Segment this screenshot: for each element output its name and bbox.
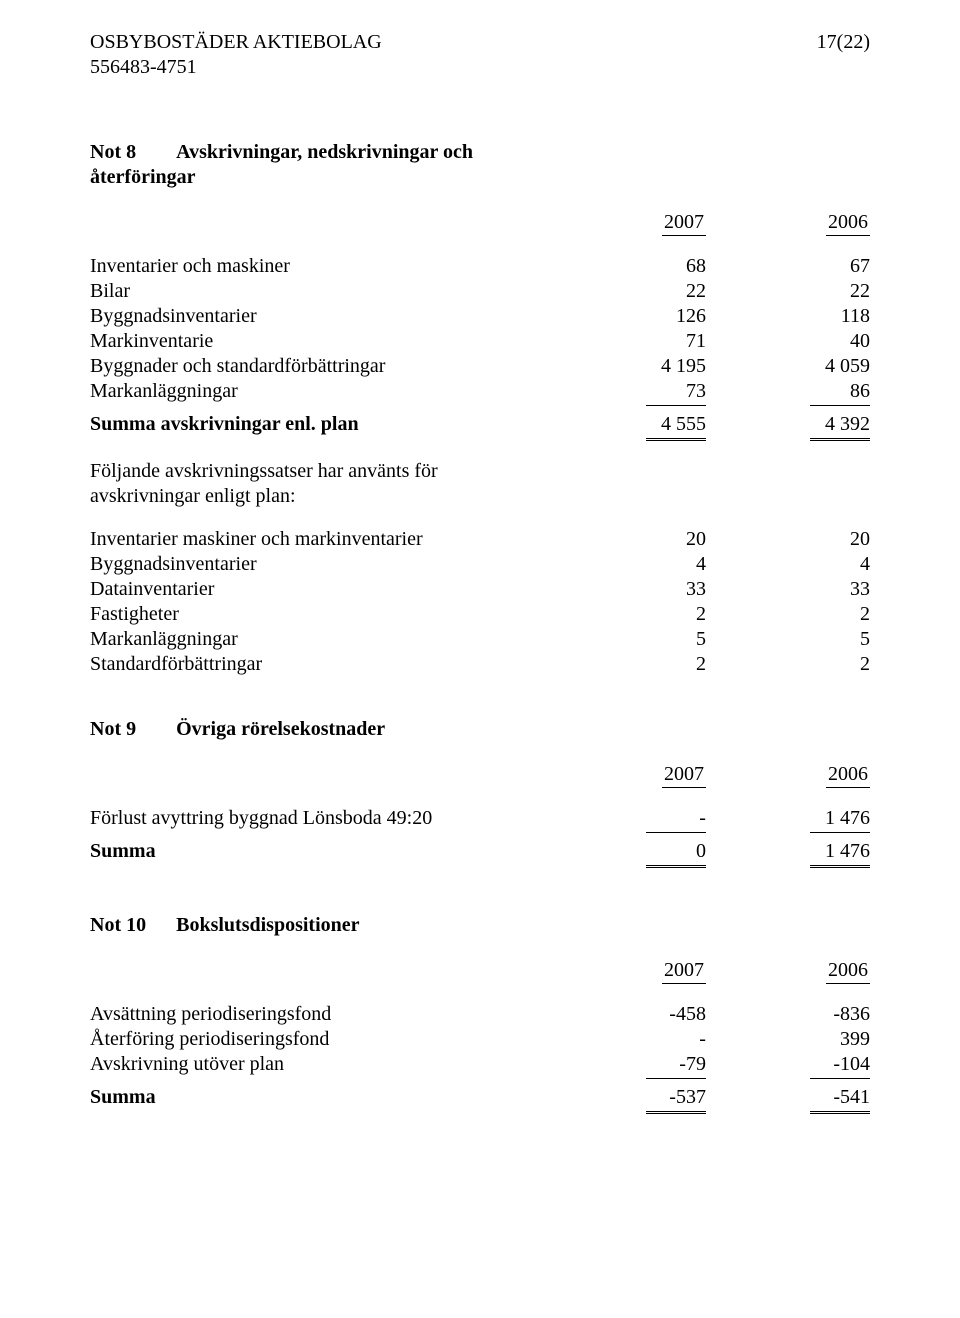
company-block: OSBYBOSTÄDER AKTIEBOLAG 556483-4751: [90, 30, 382, 80]
table-row: Standardförbättringar22: [90, 652, 870, 677]
table-row: Avsättning periodiseringsfond-458-836: [90, 1002, 870, 1027]
note10-title: Bokslutsdispositioner: [176, 914, 359, 936]
note8-section: Not 8 Avskrivningar, nedskrivningar och …: [90, 140, 870, 677]
org-number: 556483-4751: [90, 55, 382, 80]
year-col-1: 2007: [662, 958, 706, 984]
table-row: Avskrivning utöver plan -79 -104: [90, 1052, 870, 1079]
table-row: Datainventarier3333: [90, 577, 870, 602]
year-col-2: 2006: [826, 958, 870, 984]
page-number: 17(22): [817, 30, 870, 80]
table-row: Förlust avyttring byggnad Lönsboda 49:20…: [90, 806, 870, 833]
table-row: Byggnadsinventarier126118: [90, 304, 870, 329]
table-row: Markinventarie7140: [90, 329, 870, 354]
table-row: Markanläggningar55: [90, 627, 870, 652]
table-row: Bilar2222: [90, 279, 870, 304]
table-row: Markanläggningar 73 86: [90, 379, 870, 406]
note10-label: Not 10: [90, 914, 146, 936]
year-col-2: 2006: [826, 210, 870, 236]
table-row: Byggnader och standardförbättringar4 195…: [90, 354, 870, 379]
table-row: Fastigheter22: [90, 602, 870, 627]
note9-label: Not 9: [90, 718, 136, 740]
note10-section: Not 10 Bokslutsdispositioner 2007 2006 A…: [90, 913, 870, 1114]
year-col-2: 2006: [826, 762, 870, 788]
note8-title: Avskrivningar, nedskrivningar och återfö…: [90, 141, 473, 188]
sum-row: Summa 0 1 476: [90, 839, 870, 868]
page-header: OSBYBOSTÄDER AKTIEBOLAG 556483-4751 17(2…: [90, 30, 870, 80]
sum-row: Summa avskrivningar enl. plan 4 555 4 39…: [90, 412, 870, 441]
note9-title: Övriga rörelsekostnader: [176, 718, 385, 740]
sum-row: Summa -537 -541: [90, 1085, 870, 1114]
note8-intro: Följande avskrivningssatser har använts …: [90, 459, 552, 509]
table-row: Återföring periodiseringsfond-399: [90, 1027, 870, 1052]
table-row: Byggnadsinventarier44: [90, 552, 870, 577]
year-col-1: 2007: [662, 762, 706, 788]
table-row: Inventarier och maskiner6867: [90, 254, 870, 279]
note9-section: Not 9 Övriga rörelsekostnader 2007 2006 …: [90, 717, 870, 868]
note8-label: Not 8: [90, 141, 136, 163]
table-row: Inventarier maskiner och markinventarier…: [90, 527, 870, 552]
company-name: OSBYBOSTÄDER AKTIEBOLAG: [90, 30, 382, 55]
year-col-1: 2007: [662, 210, 706, 236]
document-page: OSBYBOSTÄDER AKTIEBOLAG 556483-4751 17(2…: [0, 0, 960, 1318]
